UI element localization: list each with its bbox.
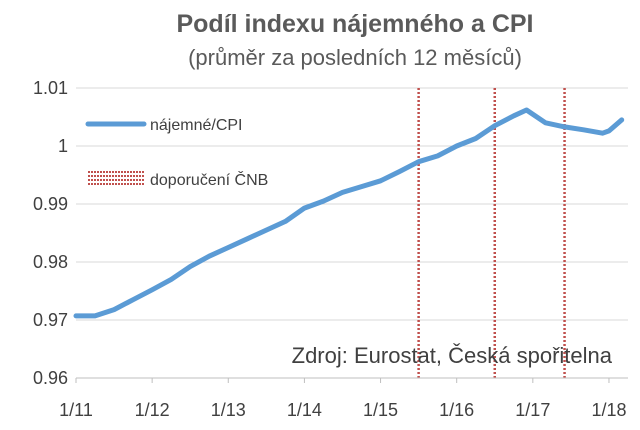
chart-subtitle: (průměr za posledních 12 měsíců) xyxy=(188,45,522,70)
x-tick-label: 1/11 xyxy=(59,400,93,420)
x-tick-label: 1/17 xyxy=(515,400,550,420)
legend-label-cnb: doporučení ČNB xyxy=(150,170,268,189)
axes: 0.96 0.97 0.98 0.99 1 1.01 1/11 1/12 1/13 1/14 1/1… xyxy=(33,78,628,420)
y-tick-label: 0.96 xyxy=(33,368,68,388)
legend-dotted-swatch xyxy=(88,171,144,185)
legend-label-rent-cpi: nájemné/CPI xyxy=(150,117,243,134)
x-tick-label: 1/13 xyxy=(211,400,246,420)
x-tick-label: 1/18 xyxy=(591,400,626,420)
legend: nájemné/CPI doporučení ČNB xyxy=(85,117,268,189)
cnb-recommendation-markers xyxy=(417,88,566,378)
x-tick-label: 1/14 xyxy=(287,400,322,420)
x-tick-label: 1/16 xyxy=(439,400,474,420)
y-tick-label: 0.99 xyxy=(33,194,68,214)
y-tick-label: 0.98 xyxy=(33,252,68,272)
y-tick-label: 1 xyxy=(58,136,68,156)
legend-item-rent-cpi: nájemné/CPI xyxy=(85,117,243,134)
series-line-rent-cpi xyxy=(73,107,625,319)
x-tick-label: 1/15 xyxy=(363,400,398,420)
chart-title: Podíl indexu nájemného a CPI xyxy=(176,10,533,38)
legend-item-cnb: doporučení ČNB xyxy=(88,170,268,189)
x-tick-label: 1/12 xyxy=(135,400,170,420)
y-tick-label: 1.01 xyxy=(33,78,68,98)
y-tick-label: 0.97 xyxy=(33,310,68,330)
series-lines xyxy=(73,107,625,319)
source-note: Zdroj: Eurostat, Česká spořitelna xyxy=(292,343,613,368)
